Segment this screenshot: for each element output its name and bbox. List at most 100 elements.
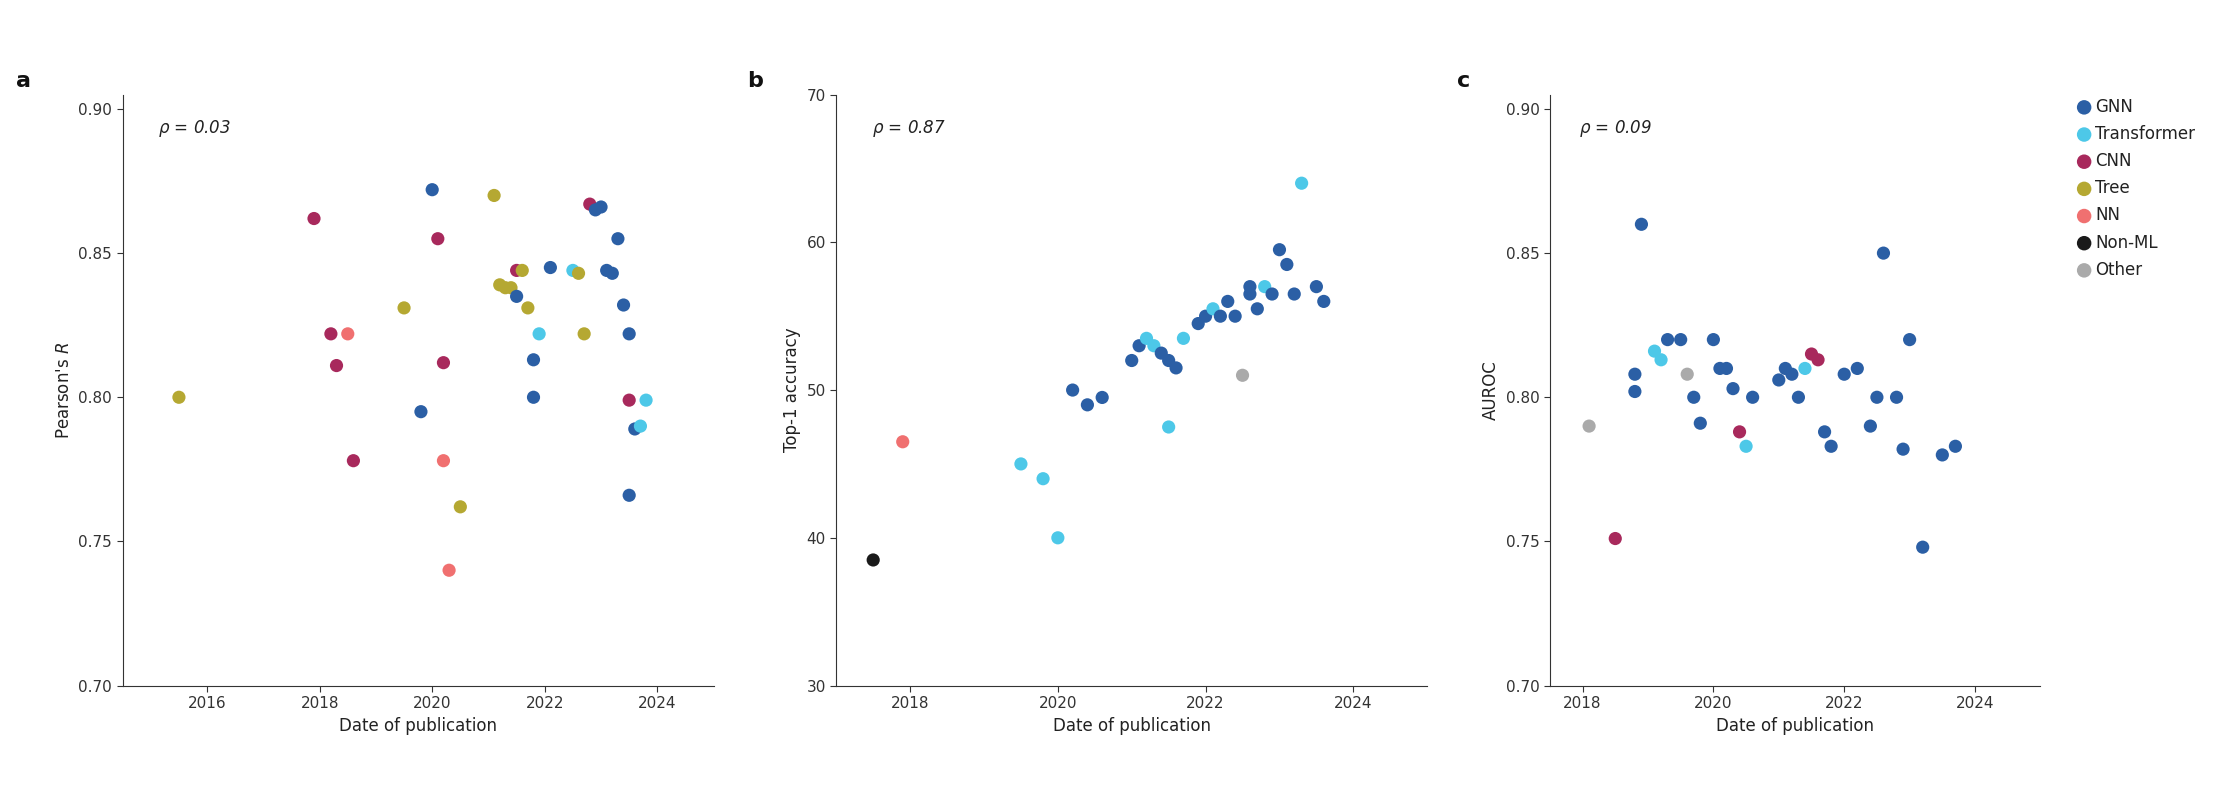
Point bbox=[1240, 303, 1276, 315]
Point bbox=[611, 489, 647, 502]
Point bbox=[1055, 384, 1090, 396]
Point bbox=[533, 262, 569, 274]
Point bbox=[589, 264, 624, 277]
Point bbox=[1307, 296, 1342, 308]
Y-axis label: Top-1 accuracy: Top-1 accuracy bbox=[783, 328, 801, 452]
Point bbox=[330, 328, 366, 340]
Point bbox=[1853, 420, 1889, 433]
Y-axis label: Pearson's $R$: Pearson's $R$ bbox=[56, 341, 74, 439]
Point bbox=[419, 232, 455, 245]
Point bbox=[1122, 340, 1157, 352]
Point bbox=[1780, 391, 1815, 403]
Point bbox=[1157, 362, 1193, 374]
Point bbox=[1735, 391, 1771, 403]
Point bbox=[1298, 281, 1334, 293]
Point bbox=[515, 354, 551, 366]
Point bbox=[1762, 374, 1797, 386]
Point bbox=[477, 189, 513, 202]
Point bbox=[488, 281, 524, 294]
Point bbox=[1026, 472, 1061, 485]
Text: b: b bbox=[747, 71, 763, 91]
Point bbox=[386, 302, 421, 314]
Point bbox=[1253, 288, 1289, 300]
Point bbox=[1681, 417, 1717, 429]
Point bbox=[1135, 340, 1171, 352]
Point bbox=[1276, 288, 1311, 300]
Point bbox=[1195, 303, 1231, 315]
Point bbox=[1695, 333, 1730, 346]
Point bbox=[426, 455, 462, 467]
Point bbox=[1800, 354, 1835, 366]
Point bbox=[1617, 368, 1652, 381]
Point bbox=[578, 203, 613, 216]
Text: $\rho$ = 0.87: $\rho$ = 0.87 bbox=[872, 118, 946, 139]
X-axis label: Date of publication: Date of publication bbox=[1717, 716, 1873, 734]
Point bbox=[600, 232, 636, 245]
Point bbox=[1867, 247, 1902, 259]
Point bbox=[595, 267, 631, 280]
Point bbox=[482, 278, 517, 291]
Point bbox=[522, 328, 558, 340]
Point bbox=[571, 198, 607, 210]
Point bbox=[1151, 354, 1186, 366]
Point bbox=[1806, 426, 1842, 438]
Point bbox=[1860, 391, 1896, 403]
Point bbox=[1597, 532, 1632, 545]
Point bbox=[442, 500, 477, 513]
Point bbox=[1269, 258, 1305, 271]
Point bbox=[1664, 333, 1699, 346]
Point bbox=[1572, 420, 1608, 433]
Point bbox=[611, 328, 647, 340]
Point bbox=[611, 394, 647, 407]
Point bbox=[584, 201, 620, 214]
Point bbox=[1826, 368, 1862, 381]
Point bbox=[1768, 362, 1804, 375]
Point bbox=[1891, 333, 1927, 346]
Point bbox=[629, 394, 665, 407]
Point bbox=[1677, 391, 1713, 403]
Point bbox=[1189, 310, 1224, 322]
Point bbox=[1231, 281, 1267, 293]
Point bbox=[1793, 348, 1829, 360]
Point bbox=[1840, 362, 1875, 375]
Point bbox=[404, 405, 439, 418]
Point bbox=[1813, 440, 1849, 452]
X-axis label: Date of publication: Date of publication bbox=[1053, 716, 1211, 734]
Point bbox=[555, 264, 591, 277]
Point bbox=[511, 302, 546, 314]
Point bbox=[1128, 332, 1164, 344]
Point bbox=[1247, 281, 1282, 293]
Point bbox=[1202, 310, 1238, 322]
Legend: GNN, Transformer, CNN, Tree, NN, Non-ML, Other: GNN, Transformer, CNN, Tree, NN, Non-ML,… bbox=[2074, 91, 2201, 285]
X-axis label: Date of publication: Date of publication bbox=[339, 716, 497, 734]
Point bbox=[1728, 440, 1764, 452]
Point bbox=[1084, 391, 1119, 403]
Point bbox=[1715, 382, 1751, 395]
Point bbox=[1231, 288, 1267, 300]
Point bbox=[319, 359, 355, 372]
Point bbox=[1701, 362, 1737, 375]
Point bbox=[1284, 177, 1320, 190]
Point bbox=[1786, 362, 1822, 375]
Point bbox=[504, 264, 540, 277]
Point bbox=[430, 564, 466, 577]
Point bbox=[493, 281, 529, 294]
Point bbox=[1617, 385, 1652, 398]
Point bbox=[334, 455, 370, 467]
Point bbox=[566, 328, 602, 340]
Y-axis label: AUROC: AUROC bbox=[1483, 360, 1501, 420]
Point bbox=[1004, 458, 1039, 470]
Point bbox=[500, 290, 535, 303]
Point bbox=[1224, 369, 1260, 381]
Point bbox=[560, 267, 595, 280]
Point bbox=[1722, 426, 1757, 438]
Point bbox=[312, 328, 348, 340]
Point bbox=[885, 436, 921, 448]
Point bbox=[1708, 362, 1744, 375]
Point bbox=[515, 391, 551, 403]
Point bbox=[1904, 541, 1940, 553]
Point bbox=[415, 184, 450, 196]
Point bbox=[1650, 333, 1686, 346]
Point bbox=[856, 554, 892, 567]
Point bbox=[1144, 347, 1180, 359]
